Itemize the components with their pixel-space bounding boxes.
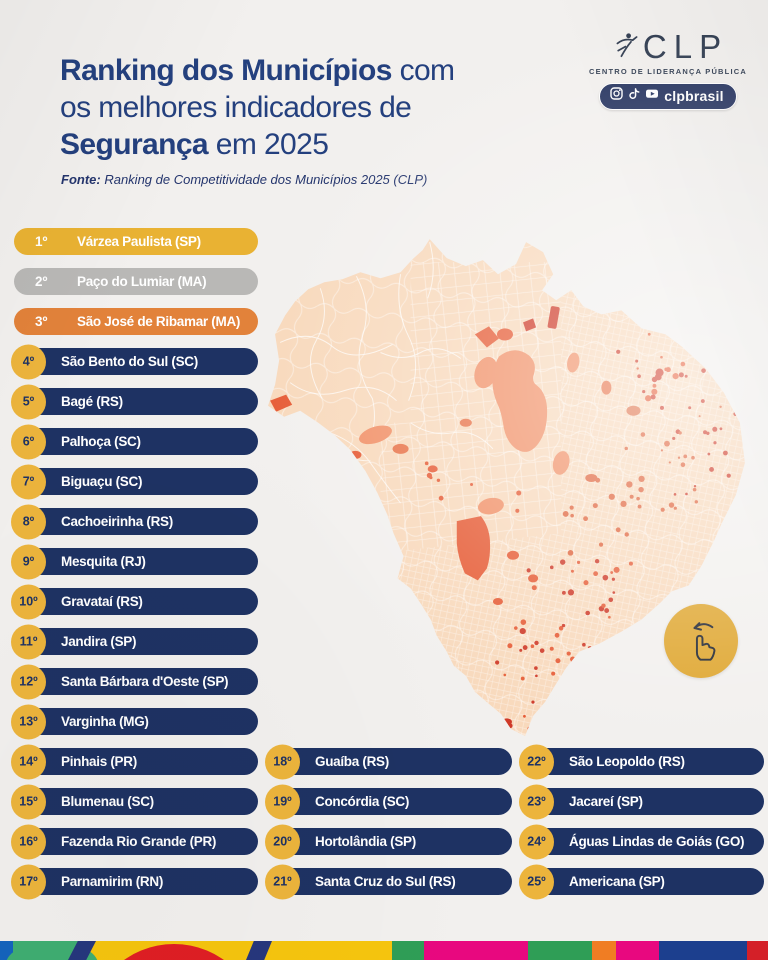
municipality-name: Jandira (SP) xyxy=(61,634,137,649)
title-line-3: Segurança em 2025 xyxy=(60,128,329,161)
ranking-item-5: 5º Bagé (RS) xyxy=(11,384,258,419)
clp-figure-icon xyxy=(615,31,639,64)
brazil-municipalities-map xyxy=(268,239,745,736)
ranking-item-9: 9º Mesquita (RJ) xyxy=(11,544,258,579)
municipality-name: Gravataí (RS) xyxy=(61,594,143,609)
ranking-item-8: 8º Cachoeirinha (RS) xyxy=(11,504,258,539)
ranking-item-25: 25º Americana (SP) xyxy=(519,864,764,899)
municipality-name: Mesquita (RJ) xyxy=(61,554,146,569)
ranking-item-7: 7º Biguaçu (SC) xyxy=(11,464,258,499)
rank-number: 11º xyxy=(11,624,46,659)
ranking-item-20: 20º Hortolândia (SP) xyxy=(265,824,512,859)
ranking-item-19: 19º Concórdia (SC) xyxy=(265,784,512,819)
map-highlight-patches xyxy=(270,306,664,726)
municipality-name: Pinhais (PR) xyxy=(61,754,137,769)
ranking-item-21: 21º Santa Cruz do Sul (RS) xyxy=(265,864,512,899)
rank-number: 12º xyxy=(11,664,46,699)
ranking-column-1: 1º Várzea Paulista (SP) 2º Paço do Lumiar (… xyxy=(11,228,258,899)
ranking-item-17: 17º Parnamirim (RN) xyxy=(11,864,258,899)
ranking-item-6: 6º Palhoça (SC) xyxy=(11,424,258,459)
rank-number: 22º xyxy=(519,744,554,779)
swipe-hand-icon[interactable] xyxy=(664,604,738,678)
rank-number: 19º xyxy=(265,784,300,819)
rank-number: 3º xyxy=(35,314,48,329)
rank-number: 14º xyxy=(11,744,46,779)
ranking-item-23: 23º Jacareí (SP) xyxy=(519,784,764,819)
municipality-name: Santa Bárbara d'Oeste (SP) xyxy=(61,674,229,689)
municipality-name: Varginha (MG) xyxy=(61,714,149,729)
rank-number: 9º xyxy=(11,544,46,579)
rank-number: 16º xyxy=(11,824,46,859)
ranking-item-15: 15º Blumenau (SC) xyxy=(11,784,258,819)
ranking-item-18: 18º Guaíba (RS) xyxy=(265,744,512,779)
municipality-name: Santa Cruz do Sul (RS) xyxy=(315,874,456,889)
rank-number: 15º xyxy=(11,784,46,819)
youtube-icon xyxy=(645,87,659,105)
page-title: Ranking dos Municípios com os melhores i… xyxy=(60,52,590,163)
ranking-item-2: 2º Paço do Lumiar (MA) xyxy=(14,268,258,295)
rank-number: 7º xyxy=(11,464,46,499)
rank-number: 13º xyxy=(11,704,46,739)
ranking-item-1: 1º Várzea Paulista (SP) xyxy=(14,228,258,255)
municipality-name: Paço do Lumiar (MA) xyxy=(77,274,207,289)
municipality-name: São Bento do Sul (SC) xyxy=(61,354,198,369)
ranking-column-2: 18º Guaíba (RS) 19º Concórdia (SC) 20º Hortol… xyxy=(265,744,512,899)
title-line-2: os melhores indicadores de xyxy=(60,91,412,124)
municipality-name: Parnamirim (RN) xyxy=(61,874,164,889)
social-handle-pill: clpbrasil xyxy=(599,83,737,110)
municipality-name: Blumenau (SC) xyxy=(61,794,154,809)
rank-number: 23º xyxy=(519,784,554,819)
decorative-footer-strip xyxy=(0,941,768,960)
municipality-name: São José de Ribamar (MA) xyxy=(77,314,241,329)
municipality-name: Várzea Paulista (SP) xyxy=(77,234,201,249)
rank-number: 24º xyxy=(519,824,554,859)
tiktok-icon xyxy=(628,87,640,105)
clp-logo-block: CLP CENTRO DE LIDERANÇA PÚBLICA xyxy=(583,28,753,110)
ranking-item-22: 22º São Leopoldo (RS) xyxy=(519,744,764,779)
ranking-item-24: 24º Águas Lindas de Goiás (GO) xyxy=(519,824,764,859)
title-line-1: Ranking dos Municípios com xyxy=(60,54,455,87)
municipality-name: Palhoça (SC) xyxy=(61,434,141,449)
rank-number: 1º xyxy=(35,234,48,249)
rank-number: 5º xyxy=(11,384,46,419)
municipality-name: Concórdia (SC) xyxy=(315,794,410,809)
clp-wordmark: CLP xyxy=(642,28,729,65)
rank-number: 20º xyxy=(265,824,300,859)
municipality-name: Jacareí (SP) xyxy=(569,794,643,809)
rank-number: 2º xyxy=(35,274,48,289)
municipality-name: Hortolândia (SP) xyxy=(315,834,416,849)
clp-subtitle: CENTRO DE LIDERANÇA PÚBLICA xyxy=(589,67,747,76)
rank-number: 4º xyxy=(11,344,46,379)
municipality-name: Cachoeirinha (RS) xyxy=(61,514,173,529)
source-note: Fonte: Ranking de Competitividade dos Mu… xyxy=(61,172,428,187)
social-handle: clpbrasil xyxy=(664,88,724,104)
instagram-icon xyxy=(610,87,623,105)
municipality-name: Guaíba (RS) xyxy=(315,754,389,769)
municipality-name: São Leopoldo (RS) xyxy=(569,754,685,769)
municipality-name: Fazenda Rio Grande (PR) xyxy=(61,834,217,849)
municipality-name: Biguaçu (SC) xyxy=(61,474,143,489)
rank-number: 18º xyxy=(265,744,300,779)
municipality-name: Americana (SP) xyxy=(569,874,665,889)
rank-number: 21º xyxy=(265,864,300,899)
ranking-item-14: 14º Pinhais (PR) xyxy=(11,744,258,779)
municipality-name: Águas Lindas de Goiás (GO) xyxy=(569,834,745,849)
ranking-column-3: 22º São Leopoldo (RS) 23º Jacareí (SP) 24º Ág… xyxy=(519,744,764,899)
ranking-item-16: 16º Fazenda Rio Grande (PR) xyxy=(11,824,258,859)
ranking-item-11: 11º Jandira (SP) xyxy=(11,624,258,659)
ranking-item-3: 3º São José de Ribamar (MA) xyxy=(14,308,258,335)
rank-number: 8º xyxy=(11,504,46,539)
rank-number: 25º xyxy=(519,864,554,899)
rank-number: 10º xyxy=(11,584,46,619)
rank-number: 17º xyxy=(11,864,46,899)
ranking-item-10: 10º Gravataí (RS) xyxy=(11,584,258,619)
ranking-item-4: 4º São Bento do Sul (SC) xyxy=(11,344,258,379)
rank-number: 6º xyxy=(11,424,46,459)
ranking-item-13: 13º Varginha (MG) xyxy=(11,704,258,739)
ranking-item-12: 12º Santa Bárbara d'Oeste (SP) xyxy=(11,664,258,699)
municipality-name: Bagé (RS) xyxy=(61,394,123,409)
